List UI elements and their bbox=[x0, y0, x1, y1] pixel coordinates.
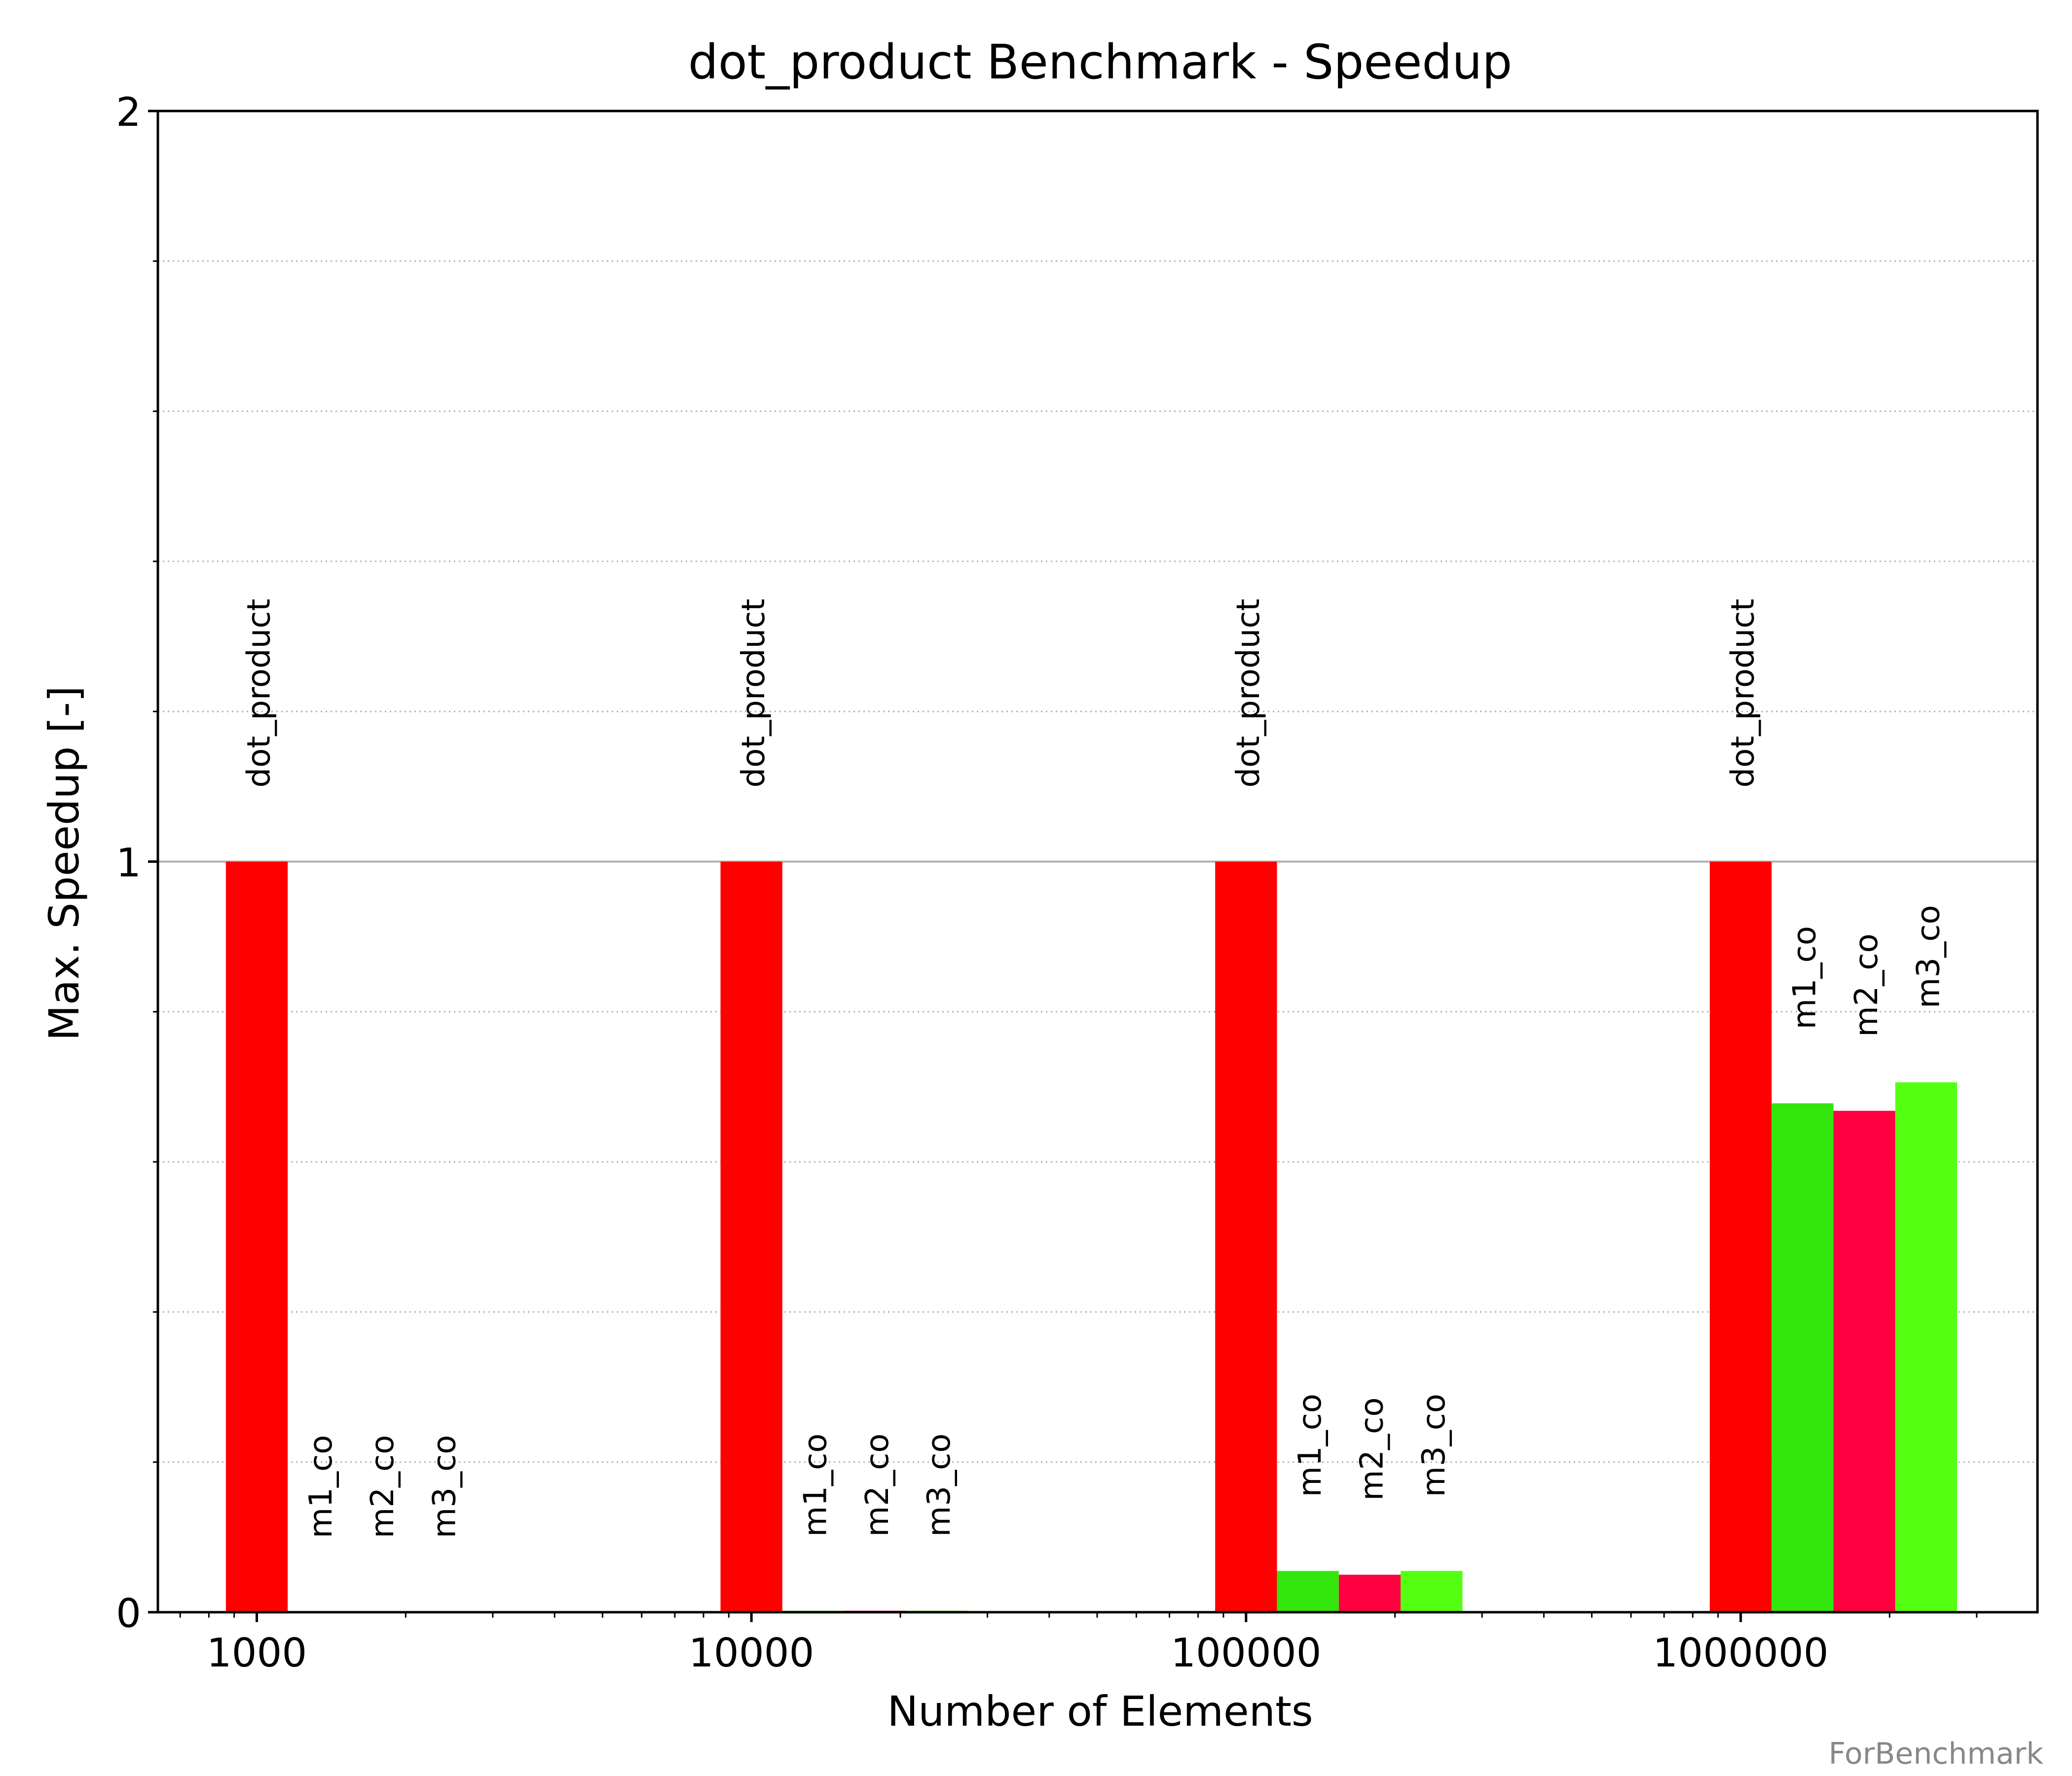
watermark: ForBenchmark bbox=[1828, 1737, 2044, 1771]
bar-label-m3_co: m3_co bbox=[921, 1434, 958, 1537]
y-tick-label: 1 bbox=[116, 840, 141, 886]
bar-label-dot_product: dot_product bbox=[1230, 598, 1267, 787]
bar-label-m3_co: m3_co bbox=[1416, 1394, 1452, 1497]
bar-dot_product-1000 bbox=[225, 861, 288, 1612]
bar-label-m3_co: m3_co bbox=[427, 1435, 463, 1538]
y-tick-label: 2 bbox=[116, 89, 141, 135]
bar-label-m2_co: m2_co bbox=[859, 1434, 896, 1537]
bar-m1_co-1000000 bbox=[1772, 1103, 1834, 1612]
bar-m1_co-100000 bbox=[1277, 1571, 1339, 1612]
x-axis-label: Number of Elements bbox=[887, 1687, 1313, 1736]
chart-title: dot_product Benchmark - Speedup bbox=[688, 35, 1513, 90]
bar-m3_co-100000 bbox=[1401, 1571, 1463, 1612]
bar-dot_product-100000 bbox=[1215, 861, 1277, 1612]
bar-labels: dot_product m1_co m2_co m3_co dot_product m1_… bbox=[241, 598, 1947, 1538]
x-tick-label: 1000000 bbox=[1653, 1630, 1828, 1676]
axes: 0 1 2 1000 10000 100000 1000000 bbox=[116, 89, 2039, 1676]
bar-label-dot_product: dot_product bbox=[1725, 598, 1761, 787]
bar-label-dot_product: dot_product bbox=[736, 598, 772, 787]
bar-label-dot_product: dot_product bbox=[241, 598, 278, 787]
bar-label-m3_co: m3_co bbox=[1910, 905, 1947, 1008]
bar-label-m1_co: m1_co bbox=[1292, 1394, 1329, 1497]
bar-m2_co-1000000 bbox=[1833, 1110, 1895, 1612]
bar-label-m1_co: m1_co bbox=[1787, 926, 1823, 1029]
x-tick-label: 10000 bbox=[689, 1630, 814, 1676]
bar-label-m2_co: m2_co bbox=[365, 1435, 401, 1538]
bar-m3_co-1000000 bbox=[1895, 1082, 1958, 1612]
bars bbox=[225, 861, 1958, 1612]
x-tick-label: 1000 bbox=[207, 1630, 307, 1676]
y-tick-label: 0 bbox=[116, 1591, 141, 1636]
bar-dot_product-1000000 bbox=[1709, 861, 1772, 1612]
bar-dot_product-10000 bbox=[720, 861, 782, 1612]
bar-label-m2_co: m2_co bbox=[1354, 1398, 1390, 1501]
bar-m2_co-100000 bbox=[1338, 1574, 1401, 1612]
bar-label-m1_co: m1_co bbox=[797, 1434, 834, 1537]
bar-label-m1_co: m1_co bbox=[303, 1435, 339, 1538]
bar-label-m2_co: m2_co bbox=[1849, 933, 1885, 1036]
x-tick-label: 100000 bbox=[1171, 1630, 1321, 1676]
